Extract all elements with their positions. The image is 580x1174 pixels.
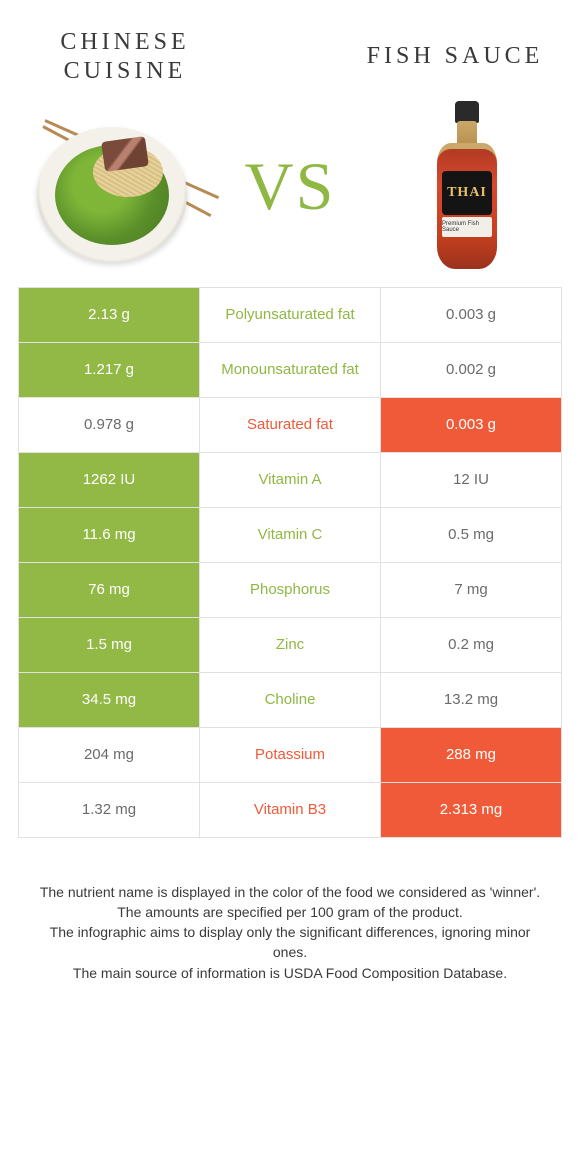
left-value-cell: 11.6 mg	[19, 508, 199, 562]
nutrient-label-cell: Zinc	[199, 618, 381, 672]
left-value-cell: 76 mg	[19, 563, 199, 617]
right-value-cell: 12 IU	[381, 453, 561, 507]
left-value-cell: 1.217 g	[19, 343, 199, 397]
table-row: 1.217 gMonounsaturated fat0.002 g	[19, 343, 561, 398]
left-food-title-block: CHINESE CUISINE	[20, 28, 230, 86]
left-value-cell: 1262 IU	[19, 453, 199, 507]
table-row: 2.13 gPolyunsaturated fat0.003 g	[19, 288, 561, 343]
images-row: VS THAI Premium Fish Sauce	[0, 98, 580, 287]
table-row: 76 mgPhosphorus7 mg	[19, 563, 561, 618]
left-value-cell: 204 mg	[19, 728, 199, 782]
table-row: 0.978 gSaturated fat0.003 g	[19, 398, 561, 453]
footer-line-2: The amounts are specified per 100 gram o…	[36, 902, 544, 922]
footer-line-1: The nutrient name is displayed in the co…	[36, 882, 544, 902]
right-food-title: FISH SAUCE	[350, 42, 560, 71]
noodle-bowl-icon	[33, 109, 193, 264]
table-row: 1.5 mgZinc0.2 mg	[19, 618, 561, 673]
right-food-title-block: FISH SAUCE	[350, 28, 560, 71]
right-value-cell: 7 mg	[381, 563, 561, 617]
table-row: 1.32 mgVitamin B32.313 mg	[19, 783, 561, 838]
nutrient-label-cell: Vitamin B3	[199, 783, 381, 837]
nutrient-label-cell: Choline	[199, 673, 381, 727]
right-value-cell: 0.003 g	[381, 398, 561, 452]
nutrient-label-cell: Vitamin C	[199, 508, 381, 562]
right-value-cell: 0.003 g	[381, 288, 561, 342]
left-food-title-line2: CUISINE	[20, 57, 230, 86]
header: CHINESE CUISINE FISH SAUCE	[0, 0, 580, 98]
bottle-brand-label: THAI	[442, 171, 492, 215]
nutrient-label-cell: Saturated fat	[199, 398, 381, 452]
vs-label: VS	[245, 147, 336, 226]
left-value-cell: 34.5 mg	[19, 673, 199, 727]
footer-line-4: The main source of information is USDA F…	[36, 963, 544, 983]
right-value-cell: 2.313 mg	[381, 783, 561, 837]
table-row: 1262 IUVitamin A12 IU	[19, 453, 561, 508]
nutrient-label-cell: Vitamin A	[199, 453, 381, 507]
table-row: 34.5 mgCholine13.2 mg	[19, 673, 561, 728]
nutrient-label-cell: Polyunsaturated fat	[199, 288, 381, 342]
right-value-cell: 13.2 mg	[381, 673, 561, 727]
right-food-image: THAI Premium Fish Sauce	[382, 104, 552, 269]
bottle-subtext-label: Premium Fish Sauce	[442, 217, 492, 237]
footer-line-3: The infographic aims to display only the…	[36, 922, 544, 963]
left-value-cell: 0.978 g	[19, 398, 199, 452]
left-food-title-line1: CHINESE	[20, 28, 230, 57]
left-food-image	[28, 104, 198, 269]
left-value-cell: 1.5 mg	[19, 618, 199, 672]
right-value-cell: 288 mg	[381, 728, 561, 782]
right-value-cell: 0.002 g	[381, 343, 561, 397]
right-value-cell: 0.5 mg	[381, 508, 561, 562]
nutrient-label-cell: Monounsaturated fat	[199, 343, 381, 397]
right-value-cell: 0.2 mg	[381, 618, 561, 672]
left-value-cell: 1.32 mg	[19, 783, 199, 837]
fish-sauce-bottle-icon: THAI Premium Fish Sauce	[427, 101, 507, 271]
table-row: 11.6 mgVitamin C0.5 mg	[19, 508, 561, 563]
nutrient-label-cell: Potassium	[199, 728, 381, 782]
left-value-cell: 2.13 g	[19, 288, 199, 342]
nutrient-comparison-table: 2.13 gPolyunsaturated fat0.003 g1.217 gM…	[18, 287, 562, 838]
table-row: 204 mgPotassium288 mg	[19, 728, 561, 783]
nutrient-label-cell: Phosphorus	[199, 563, 381, 617]
footer-notes: The nutrient name is displayed in the co…	[0, 838, 580, 1007]
